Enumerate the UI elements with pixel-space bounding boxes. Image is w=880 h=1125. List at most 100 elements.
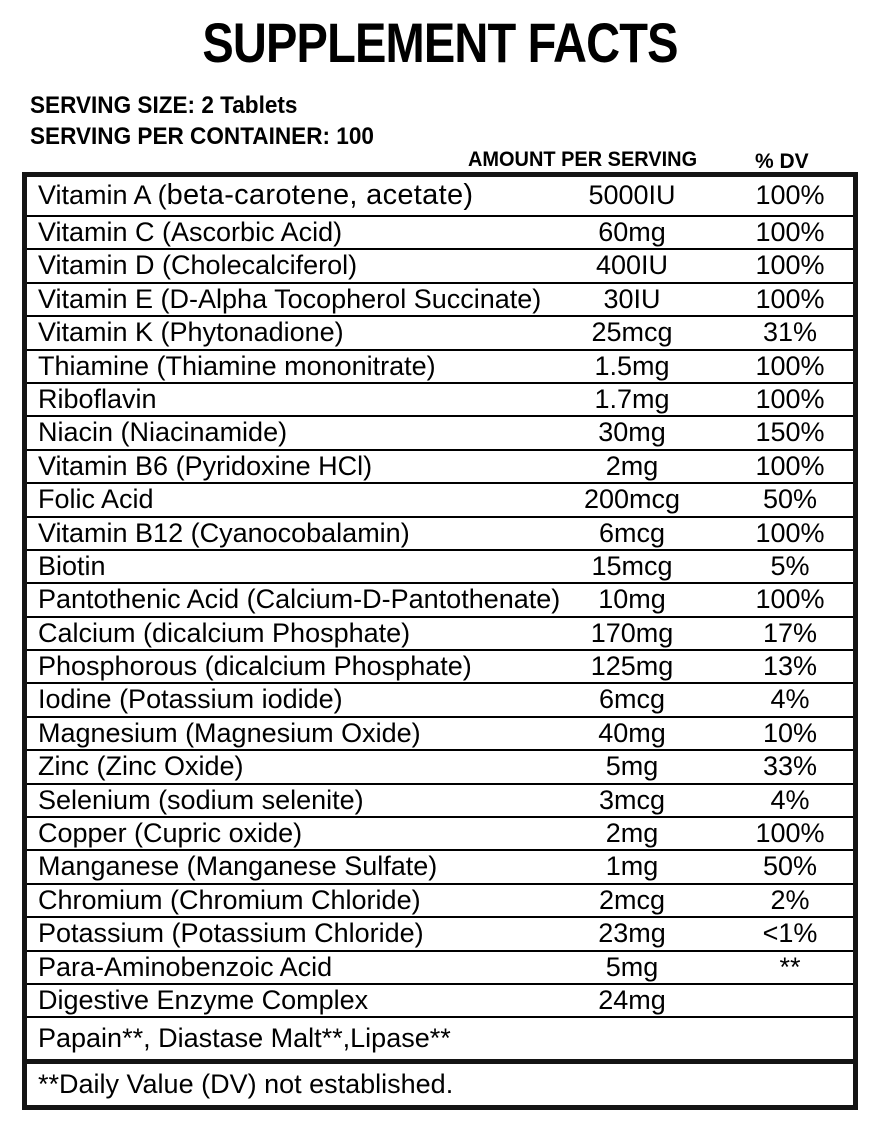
- facts-table: Vitamin A (beta-carotene, acetate) 5000I…: [22, 172, 858, 1111]
- footnote-text: **Daily Value (DV) not established.: [38, 1069, 454, 1100]
- nutrient-amount: 1.7mg: [594, 383, 670, 414]
- nutrient-name: Selenium (sodium selenite): [38, 784, 364, 815]
- table-row: Thiamine (Thiamine mononitrate) 1.5mg 10…: [27, 351, 853, 384]
- table-row: Vitamin A (beta-carotene, acetate) 5000I…: [27, 177, 853, 217]
- nutrient-dv: **: [779, 951, 801, 982]
- nutrient-name: Pantothenic Acid (Calcium-D-Pantothenate…: [38, 584, 561, 615]
- table-row: Vitamin D (Cholecalciferol) 400IU 100%: [27, 250, 853, 284]
- table-row: Manganese (Manganese Sulfate) 1mg 50%: [27, 851, 853, 885]
- nutrient-name: Vitamin K (Phytonadione): [38, 317, 344, 348]
- nutrient-dv: 100%: [755, 383, 825, 414]
- column-headers: AMOUNT PER SERVING % DV: [0, 148, 880, 173]
- nutrient-dv: 4%: [770, 784, 810, 815]
- enzyme-ingredients-row: Papain**, Diastase Malt**,Lipase**: [27, 1018, 853, 1065]
- nutrient-name: Riboflavin: [38, 383, 157, 414]
- table-row: Vitamin C (Ascorbic Acid) 60mg 100%: [27, 217, 853, 251]
- nutrient-rows: Vitamin A (beta-carotene, acetate) 5000I…: [27, 177, 853, 1019]
- nutrient-name: Chromium (Chromium Chloride): [38, 884, 421, 915]
- nutrient-name: Vitamin C (Ascorbic Acid): [38, 217, 343, 247]
- nutrient-amount: 170mg: [590, 617, 674, 648]
- nutrient-name: Biotin: [38, 550, 106, 581]
- nutrient-amount: 2mg: [605, 818, 659, 849]
- nutrient-amount: 2mcg: [598, 884, 666, 915]
- servings-per-container-text: SERVING PER CONTAINER: 100: [30, 123, 374, 150]
- table-row: Magnesium (Magnesium Oxide) 40mg 10%: [27, 717, 853, 752]
- nutrient-amount: 24mg: [598, 984, 666, 1015]
- nutrient-dv: 10%: [762, 717, 818, 748]
- nutrient-dv: 100%: [755, 818, 825, 849]
- amount-per-serving-header: AMOUNT PER SERVING: [468, 148, 698, 171]
- nutrient-name: Manganese (Manganese Sulfate): [38, 851, 438, 882]
- nutrient-dv: 50%: [762, 851, 818, 882]
- nutrient-name: Digestive Enzyme Complex: [38, 984, 369, 1015]
- page-title: SUPPLEMENT FACTS: [202, 11, 678, 74]
- percent-dv-header: % DV: [755, 150, 809, 173]
- nutrient-dv: <1%: [762, 918, 818, 949]
- nutrient-amount: 30IU: [603, 283, 661, 314]
- table-row: Riboflavin 1.7mg 100%: [27, 383, 853, 418]
- nutrient-dv: 50%: [762, 484, 818, 515]
- table-row: Zinc (Zinc Oxide) 5mg 33%: [27, 751, 853, 785]
- nutrient-name: Thiamine (Thiamine mononitrate): [38, 350, 436, 381]
- nutrient-amount: 2mg: [605, 450, 659, 481]
- nutrient-name: Vitamin A (beta-carotene, acetate): [38, 179, 474, 211]
- table-row: Niacin (Niacinamide) 30mg 150%: [27, 417, 853, 451]
- nutrient-name: Vitamin B6 (Pyridoxine HCl): [38, 450, 373, 481]
- serving-info: SERVING SIZE: 2 Tablets SERVING PER CONT…: [30, 90, 829, 152]
- nutrient-amount: 400IU: [595, 250, 669, 281]
- nutrient-amount: 5000IU: [588, 180, 676, 210]
- nutrient-name: Para-Aminobenzoic Acid: [38, 951, 333, 982]
- nutrient-amount: 3mcg: [598, 784, 666, 815]
- table-row: Chromium (Chromium Chloride) 2mcg 2%: [27, 884, 853, 919]
- table-row: Copper (Cupric oxide) 2mg 100%: [27, 818, 853, 852]
- nutrient-dv: [727, 985, 853, 1016]
- nutrient-dv: 100%: [755, 217, 825, 247]
- nutrient-dv: 33%: [762, 751, 818, 782]
- serving-size-text: SERVING SIZE: 2 Tablets: [30, 92, 298, 119]
- table-row: Vitamin B6 (Pyridoxine HCl) 2mg 100%: [27, 450, 853, 485]
- nutrient-amount: 25mcg: [591, 317, 673, 348]
- table-row: Calcium (dicalcium Phosphate) 170mg 17%: [27, 617, 853, 652]
- table-row: Vitamin K (Phytonadione) 25mcg 31%: [27, 317, 853, 351]
- nutrient-name: Niacin (Niacinamide): [38, 417, 288, 448]
- table-row: Digestive Enzyme Complex 24mg: [27, 984, 853, 1019]
- nutrient-name: Vitamin E (D-Alpha Tocopherol Succinate): [38, 283, 542, 314]
- nutrient-dv: 100%: [755, 283, 825, 314]
- nutrient-dv: 100%: [755, 450, 825, 481]
- table-row: Para-Aminobenzoic Acid 5mg **: [27, 952, 853, 985]
- nutrient-amount: 23mg: [598, 918, 666, 949]
- table-row: Folic Acid 200mcg 50%: [27, 484, 853, 518]
- table-row: Selenium (sodium selenite) 3mcg 4%: [27, 784, 853, 819]
- nutrient-dv: 4%: [770, 684, 810, 715]
- nutrient-amount: 10mg: [598, 584, 666, 615]
- nutrient-amount: 40mg: [598, 717, 666, 748]
- nutrient-amount: 125mg: [590, 651, 674, 682]
- nutrient-name: Magnesium (Magnesium Oxide): [38, 717, 421, 748]
- table-row: Potassium (Potassium Chloride) 23mg <1%: [27, 918, 853, 952]
- nutrient-dv: 5%: [770, 550, 810, 581]
- table-row: Vitamin B12 (Cyanocobalamin) 6mcg 100%: [27, 518, 853, 551]
- nutrient-name: Vitamin B12 (Cyanocobalamin): [38, 517, 410, 548]
- nutrient-amount: 60mg: [598, 217, 666, 247]
- nutrient-dv: 100%: [755, 180, 825, 210]
- nutrient-name: Zinc (Zinc Oxide): [38, 751, 244, 782]
- nutrient-amount: 15mcg: [591, 550, 673, 581]
- table-row: Vitamin E (D-Alpha Tocopherol Succinate)…: [27, 283, 853, 318]
- nutrient-amount: 5mg: [605, 751, 659, 782]
- nutrient-dv: 17%: [762, 617, 818, 648]
- nutrient-dv: 13%: [762, 651, 818, 682]
- nutrient-name: Iodine (Potassium iodide): [38, 684, 343, 715]
- table-row: Pantothenic Acid (Calcium-D-Pantothenate…: [27, 584, 853, 618]
- nutrient-name: Phosphorous (dicalcium Phosphate): [38, 651, 472, 682]
- nutrient-name: Potassium (Potassium Chloride): [38, 918, 424, 949]
- table-row: Phosphorous (dicalcium Phosphate) 125mg …: [27, 651, 853, 685]
- nutrient-amount: 5mg: [605, 951, 659, 982]
- nutrient-name: Copper (Cupric oxide): [38, 818, 303, 849]
- enzyme-ingredients-text: Papain**, Diastase Malt**,Lipase**: [38, 1023, 451, 1054]
- nutrient-name: Calcium (dicalcium Phosphate): [38, 617, 411, 648]
- nutrient-dv: 100%: [755, 250, 825, 281]
- table-row: Biotin 15mcg 5%: [27, 550, 853, 585]
- nutrient-name: Vitamin D (Cholecalciferol): [38, 250, 358, 281]
- nutrient-amount: 30mg: [598, 417, 666, 448]
